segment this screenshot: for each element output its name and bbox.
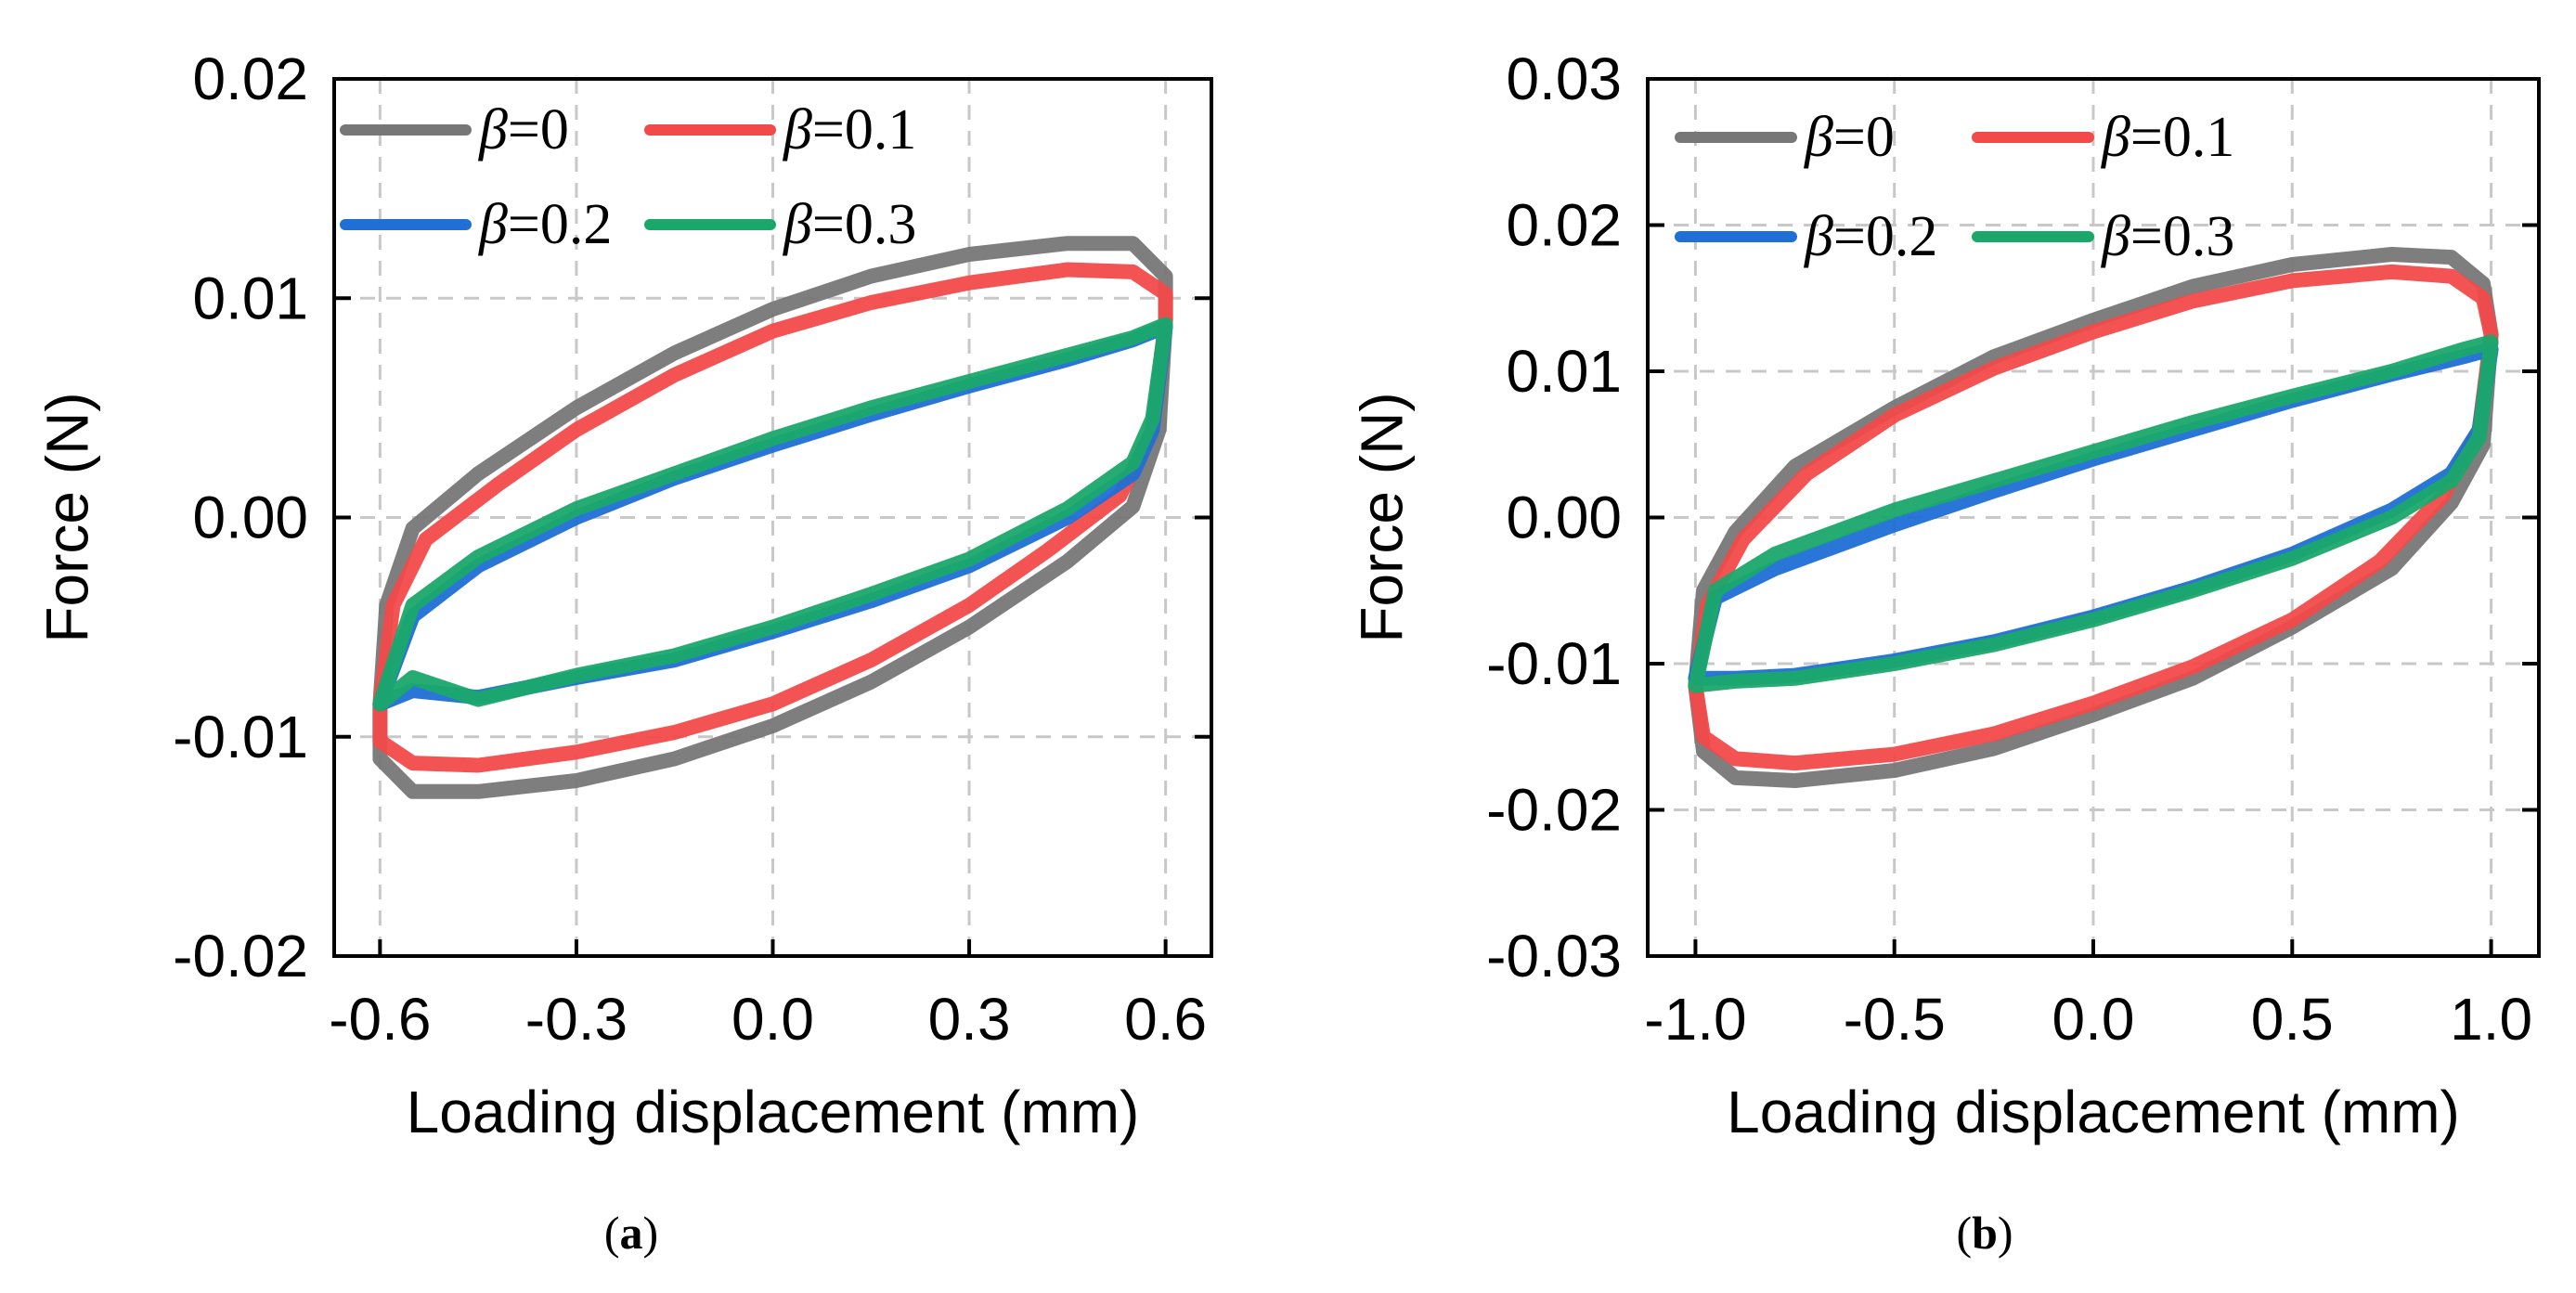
x-tick-label: 0.0 [731,986,814,1053]
legend-beta-value: =0.1 [812,98,916,162]
y-tick-label: 0.00 [192,485,308,551]
legend-beta-value: =0.3 [812,193,916,256]
panel-label: (a) [604,1207,658,1259]
legend-beta-value: =0 [508,98,569,162]
y-tick-label: 0.01 [1506,338,1622,405]
legend-label-3: β=0.3 [2101,205,2234,268]
y-axis-label: Force (N) [1348,392,1415,642]
legend-label-0: β=0 [478,98,569,162]
legend-beta-value: =0.3 [2130,205,2234,268]
y-tick-label: -0.02 [173,923,308,989]
y-tick-label: 0.02 [1506,192,1622,259]
legend-label-3: β=0.3 [783,193,916,256]
x-tick-label: -0.6 [329,986,431,1053]
legend-beta-symbol: β [478,193,508,256]
legend-label-0: β=0 [1804,106,1895,169]
legend-label-2: β=0.2 [1804,205,1937,268]
legend-beta-value: =0.2 [1833,205,1937,268]
x-tick-label: -0.3 [525,986,628,1053]
y-axis-label: Force (N) [33,392,100,642]
y-tick-label: -0.01 [173,704,308,770]
legend-label-1: β=0.1 [783,98,916,162]
x-axis-label: Loading displacement (mm) [407,1079,1140,1145]
panel-label: (b) [1956,1207,2013,1259]
y-tick-label: -0.02 [1486,777,1622,844]
legend-beta-symbol: β [783,193,812,256]
y-tick-label: -0.03 [1486,923,1622,989]
y-tick-label: 0.00 [1506,485,1622,551]
x-tick-label: -1.0 [1644,986,1746,1053]
y-tick-label: -0.01 [1486,630,1622,697]
legend-label-2: β=0.2 [478,193,612,256]
legend-beta-value: =0 [1833,106,1895,169]
chart-panel-b: -1.0 -0.5 0.0 0.5 1.0 -0.03 -0.02 -0.01 0.00 0.01… [1348,45,2541,1259]
x-tick-label: 0.0 [2052,986,2135,1053]
legend-beta-symbol: β [1804,106,1833,169]
series-loop-3 [1688,334,2499,693]
legend-beta-symbol: β [2101,205,2130,268]
x-tick-label: -0.5 [1844,986,1946,1053]
x-axis-label: Loading displacement (mm) [1727,1079,2460,1145]
legend-beta-value: =0.1 [2130,106,2234,169]
legend-beta-value: =0.2 [508,193,612,256]
legend-beta-symbol: β [1804,205,1833,268]
x-tick-label: 0.5 [2251,986,2334,1053]
y-tick-label: 0.03 [1506,45,1622,112]
y-tick-label: 0.01 [192,265,308,331]
y-tick-label: 0.02 [192,45,308,112]
legend-beta-symbol: β [478,98,508,162]
series-loop-3 [372,317,1173,712]
x-tick-label: 1.0 [2450,986,2532,1053]
chart-panel-a: -0.6 -0.3 0.0 0.3 0.6 -0.02 -0.01 0.00 0.01 0.02 L… [33,45,1213,1259]
legend-beta-symbol: β [783,98,812,162]
x-tick-label: 0.3 [928,986,1011,1053]
legend-beta-symbol: β [2101,106,2130,169]
x-tick-label: 0.6 [1124,986,1207,1053]
legend-label-1: β=0.1 [2101,106,2234,169]
